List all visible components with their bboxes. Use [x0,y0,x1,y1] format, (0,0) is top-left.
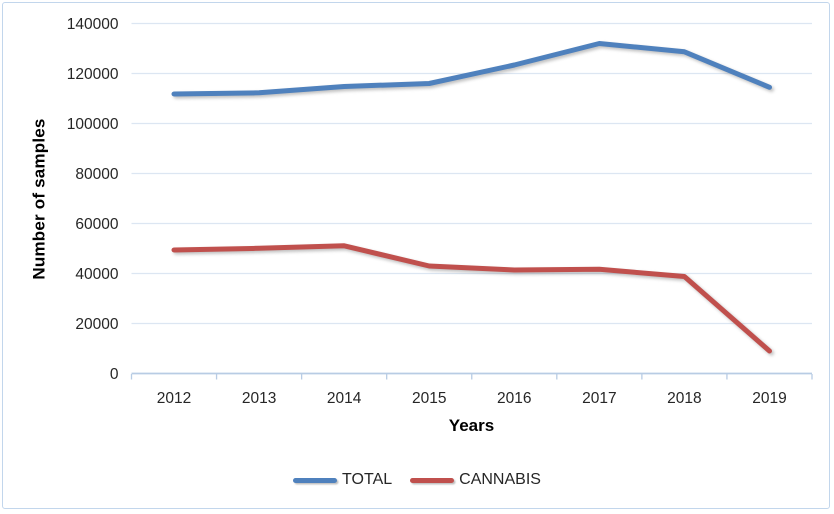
legend-swatch-total [293,477,338,483]
y-tick-label: 100000 [67,116,119,133]
legend-label-total: TOTAL [342,471,393,488]
y-axis-title: Number of samples [26,24,54,374]
x-tick-label: 2017 [582,390,616,407]
y-tick-label: 140000 [67,16,119,33]
x-tick-label: 2013 [242,390,276,407]
legend: TOTAL CANNABIS [0,471,834,489]
y-tick-label: 80000 [75,166,118,183]
legend-item-total: TOTAL [293,471,392,489]
x-tick-label: 2015 [412,390,446,407]
legend-swatch-cannabis [410,477,455,483]
y-tick-label: 0 [110,366,119,383]
legend-item-cannabis: CANNABIS [410,471,541,489]
legend-label-cannabis: CANNABIS [459,471,541,488]
y-tick-label: 20000 [75,316,118,333]
x-tick-label: 2012 [157,390,191,407]
x-tick-label: 2019 [752,390,786,407]
series-line-total [171,41,772,97]
chart-frame [2,2,830,509]
y-axis-title-text: Number of samples [30,118,50,280]
series-line-cannabis [171,243,772,354]
y-tick-label: 40000 [75,266,118,283]
x-tick-label: 2014 [327,390,362,407]
x-tick-label: 2016 [497,390,531,407]
y-tick-label: 120000 [67,66,119,83]
x-axis-title: Years [448,416,495,435]
x-tick-label: 2018 [667,390,701,407]
y-tick-label: 60000 [75,216,118,233]
